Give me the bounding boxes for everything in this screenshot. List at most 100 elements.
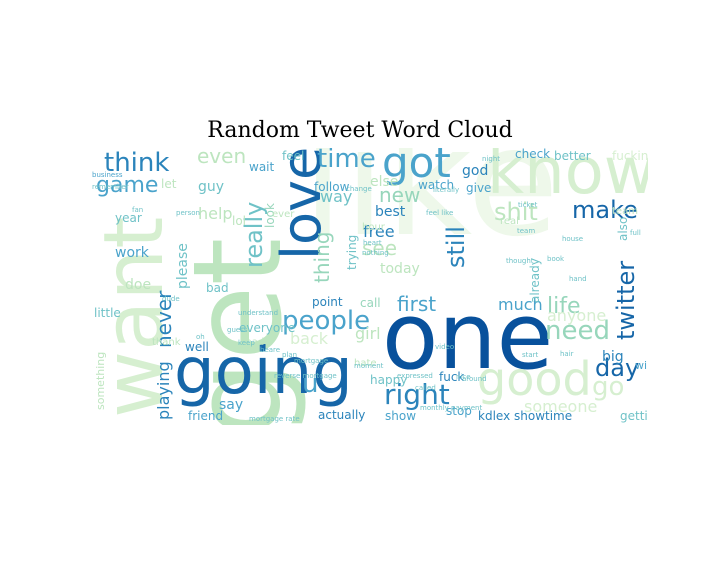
word-real: real xyxy=(500,216,519,227)
word-team-2: team xyxy=(517,227,536,235)
word-oh: oh xyxy=(196,333,205,341)
word-think: think xyxy=(104,148,170,178)
word-heart: heart xyxy=(363,239,382,247)
word-got: got xyxy=(382,148,451,187)
word-thought: thought xyxy=(506,257,534,265)
word-everyone: everyone xyxy=(239,321,296,335)
word-full: full xyxy=(630,229,641,237)
word-going: going xyxy=(174,335,353,409)
word-change: change xyxy=(346,185,372,193)
word-book: book xyxy=(547,255,565,263)
word-time: time xyxy=(317,148,376,174)
word-work: work xyxy=(115,245,149,261)
word-one: one xyxy=(382,283,554,390)
word-twitter: twitter xyxy=(612,260,640,340)
word-know: know xyxy=(487,148,648,209)
word-lol: lol xyxy=(232,214,247,228)
word-keep: keep xyxy=(238,339,255,347)
word-stop: stop xyxy=(446,404,472,418)
word-team: team xyxy=(612,206,638,217)
word-happy: happy xyxy=(370,373,408,387)
word-make: make xyxy=(572,196,638,224)
word-much: much xyxy=(498,295,543,314)
word-business: business xyxy=(92,171,123,179)
word-win: win xyxy=(635,359,648,372)
word-ticket: ticket xyxy=(518,201,538,209)
word-check: check xyxy=(515,148,551,161)
chart-title: Random Tweet Word Cloud xyxy=(207,118,513,143)
word-big: big xyxy=(602,349,624,365)
word-shit: shit xyxy=(494,198,538,226)
word-something: something xyxy=(94,351,107,410)
word-guess: guess xyxy=(227,326,248,334)
word-point: point xyxy=(312,295,343,309)
word-right: right xyxy=(384,378,450,411)
word-show: show xyxy=(385,409,417,423)
word-fan: fan xyxy=(132,206,144,214)
word-feel: feel xyxy=(282,149,305,163)
word-nice: nice xyxy=(456,373,471,381)
word-dude: dude xyxy=(162,295,180,303)
word-understand: understand xyxy=(238,309,279,317)
word-made: made xyxy=(242,337,271,348)
word-need: need xyxy=(545,316,610,346)
word-please: please xyxy=(175,243,191,289)
word-playing: playing xyxy=(154,361,173,420)
word-say: say xyxy=(219,397,244,413)
word-new: new xyxy=(379,183,421,207)
word-nothing: nothing xyxy=(362,249,389,257)
word-bad: bad xyxy=(206,281,229,295)
word-better: better xyxy=(554,149,591,163)
word-beare: beare xyxy=(260,346,281,354)
word-house: house xyxy=(562,235,584,243)
word-help: help xyxy=(198,204,233,223)
word-still: still xyxy=(442,226,470,268)
word-like: like xyxy=(302,148,560,270)
word-game: game xyxy=(96,173,159,198)
word-best: best xyxy=(375,204,406,220)
word-plan: plan xyxy=(282,351,298,359)
word-fuck: fuck xyxy=(439,370,465,384)
word-first: first xyxy=(397,292,437,316)
word-actually: actually xyxy=(318,408,366,422)
word-free: free xyxy=(363,222,395,241)
word-monthly-payment: monthly payment xyxy=(420,404,483,412)
word-also: also xyxy=(616,216,630,241)
word-back: back xyxy=(290,329,329,348)
word-getting: getting xyxy=(620,409,648,423)
word-literally: literally xyxy=(433,186,460,194)
word-guy: guy xyxy=(198,179,225,195)
word-kdlex-showtime: kdlex showtime xyxy=(478,409,573,423)
word-today: today xyxy=(380,261,420,277)
word-called: called xyxy=(415,384,436,392)
word-friend: friend xyxy=(188,409,224,423)
word-cloud: like get one going know want love good got right p… xyxy=(92,148,648,425)
word-well: well xyxy=(185,340,209,354)
word-anyone: anyone xyxy=(547,306,607,325)
word-give: give xyxy=(466,181,492,195)
word-thing: thing xyxy=(310,231,334,283)
word-hate: hate xyxy=(354,358,377,369)
word-u: u xyxy=(302,369,319,399)
word-start: start xyxy=(522,351,539,359)
word-watch: watch xyxy=(418,178,455,192)
word-person: person xyxy=(176,209,200,217)
word-moment: moment xyxy=(354,362,384,370)
word-life: life xyxy=(547,294,581,319)
word-someone: someone xyxy=(524,397,598,416)
word-year: year xyxy=(115,211,142,225)
word-go: go xyxy=(592,372,625,402)
word-little: little xyxy=(94,306,121,320)
word-ever: ever xyxy=(272,209,295,220)
word-hour: hour xyxy=(362,222,385,233)
word-hand: hand xyxy=(569,275,587,283)
word-video: video xyxy=(435,343,455,351)
word-way: way xyxy=(320,187,353,206)
word-mortgage-rate: mortgage rate xyxy=(249,415,300,423)
word-doe: doe xyxy=(125,277,152,293)
word-see: see xyxy=(362,236,398,260)
word-girl: girl xyxy=(355,324,381,343)
word-else: else xyxy=(370,174,399,190)
